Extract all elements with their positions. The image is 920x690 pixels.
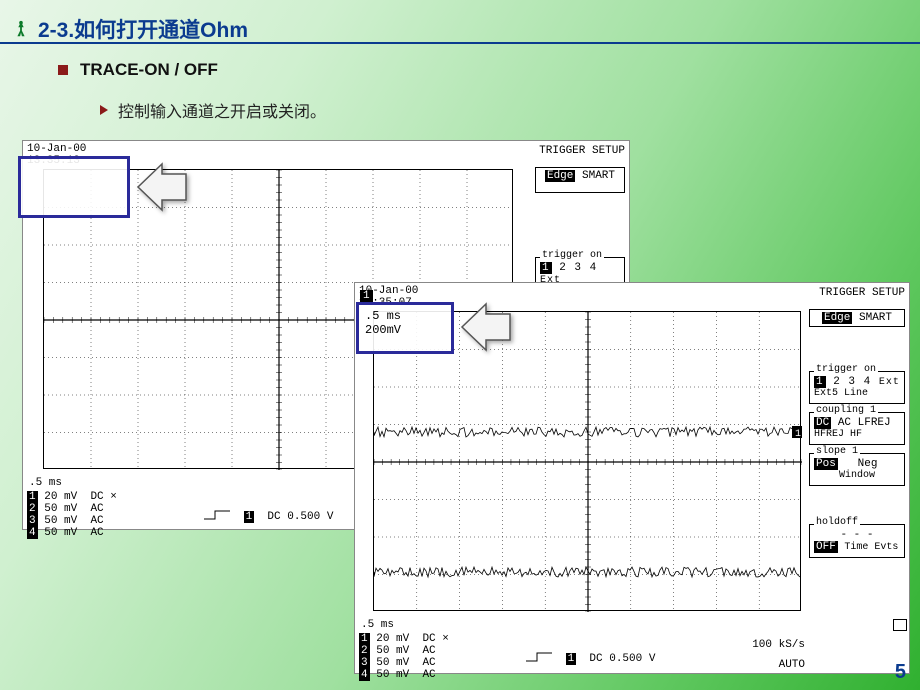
channel-row-2: 2 50 mV AC	[27, 503, 117, 515]
coupling-box[interactable]: coupling 1 DC AC LFREJ HFREJ HF	[809, 412, 905, 445]
channel-row-3: 3 50 mV AC	[27, 515, 117, 527]
dc-status-right: 1 DC 0.500 V	[525, 651, 655, 667]
oscilloscope-grid-right: 1	[373, 311, 801, 611]
bullet-row: TRACE-ON / OFF	[58, 60, 218, 80]
dc-status-left: 1 DC 0.500 V	[203, 509, 333, 525]
callout-arrow-left	[134, 162, 188, 212]
channel-badge: 1	[360, 290, 373, 302]
sub-bullet-text: 控制输入通道之开启或关闭。	[118, 98, 326, 122]
trigger-on-box[interactable]: trigger on 1 2 3 4 Ext Ext5 Line	[809, 371, 905, 404]
channel-row-2: 2 50 mV AC	[359, 645, 449, 657]
trigger-setup-title: TRIGGER SETUP	[535, 145, 625, 157]
bullet-text: TRACE-ON / OFF	[80, 60, 218, 80]
slide-title-row: 2-3.如何打开通道Ohm	[12, 14, 248, 44]
dc-status-text: DC 0.500 V	[267, 511, 333, 523]
timebase-label: .5 ms	[361, 619, 394, 631]
step-icon	[203, 509, 231, 525]
timebase-label: .5 ms	[29, 477, 62, 489]
callout-box-left	[18, 156, 130, 218]
channel-table: 1 20 mV DC × 2 50 mV AC 3 50 mV AC 4 50 …	[27, 491, 117, 539]
sub-bullet-row: 控制输入通道之开启或关闭。	[100, 98, 326, 122]
channel-row-3: 3 50 mV AC	[359, 657, 449, 669]
slide-title: 2-3.如何打开通道Ohm	[38, 14, 248, 44]
mode-line: AUTO	[779, 659, 805, 671]
triangle-icon	[100, 105, 108, 115]
slope-box[interactable]: slope 1 Pos Neg Window	[809, 453, 905, 486]
callout-line2: 200mV	[365, 323, 445, 337]
title-underline	[0, 42, 920, 44]
bullet-square-icon	[58, 65, 68, 75]
svg-text:1: 1	[795, 429, 801, 440]
step-icon	[525, 651, 553, 667]
timestamp-date: 10-Jan-00	[27, 143, 86, 155]
channel-row-4: 4 50 mV AC	[27, 527, 117, 539]
page-number: 5	[895, 661, 906, 684]
trigger-mode-box[interactable]: Edge SMART	[809, 309, 905, 327]
callout-arrow-right	[458, 302, 512, 352]
trigger-marker	[893, 619, 907, 631]
callout-box-right: .5 ms 200mV	[356, 302, 454, 354]
person-icon	[12, 20, 30, 38]
dc-status-ch: 1	[566, 653, 577, 665]
trigger-setup-title: TRIGGER SETUP	[809, 287, 905, 299]
trigger-mode-box[interactable]: Edge SMART	[535, 167, 625, 193]
callout-line1: .5 ms	[365, 309, 445, 323]
slide-root: 2-3.如何打开通道Ohm TRACE-ON / OFF 控制输入通道之开启或关…	[0, 0, 920, 690]
trigger-panel: TRIGGER SETUP Edge SMART trigger on 1 2 …	[809, 287, 905, 566]
channel-table: 1 20 mV DC × 2 50 mV AC 3 50 mV AC 4 50 …	[359, 633, 449, 681]
sample-rate: 100 kS/s	[752, 639, 805, 651]
dc-status-text: DC 0.500 V	[589, 653, 655, 665]
channel-row-1: 1 20 mV DC ×	[359, 633, 449, 645]
channel-row-1: 1 20 mV DC ×	[27, 491, 117, 503]
channel-row-4: 4 50 mV AC	[359, 669, 449, 681]
dc-status-ch: 1	[244, 511, 255, 523]
holdoff-box[interactable]: holdoff - - - OFF Time Evts	[809, 524, 905, 558]
